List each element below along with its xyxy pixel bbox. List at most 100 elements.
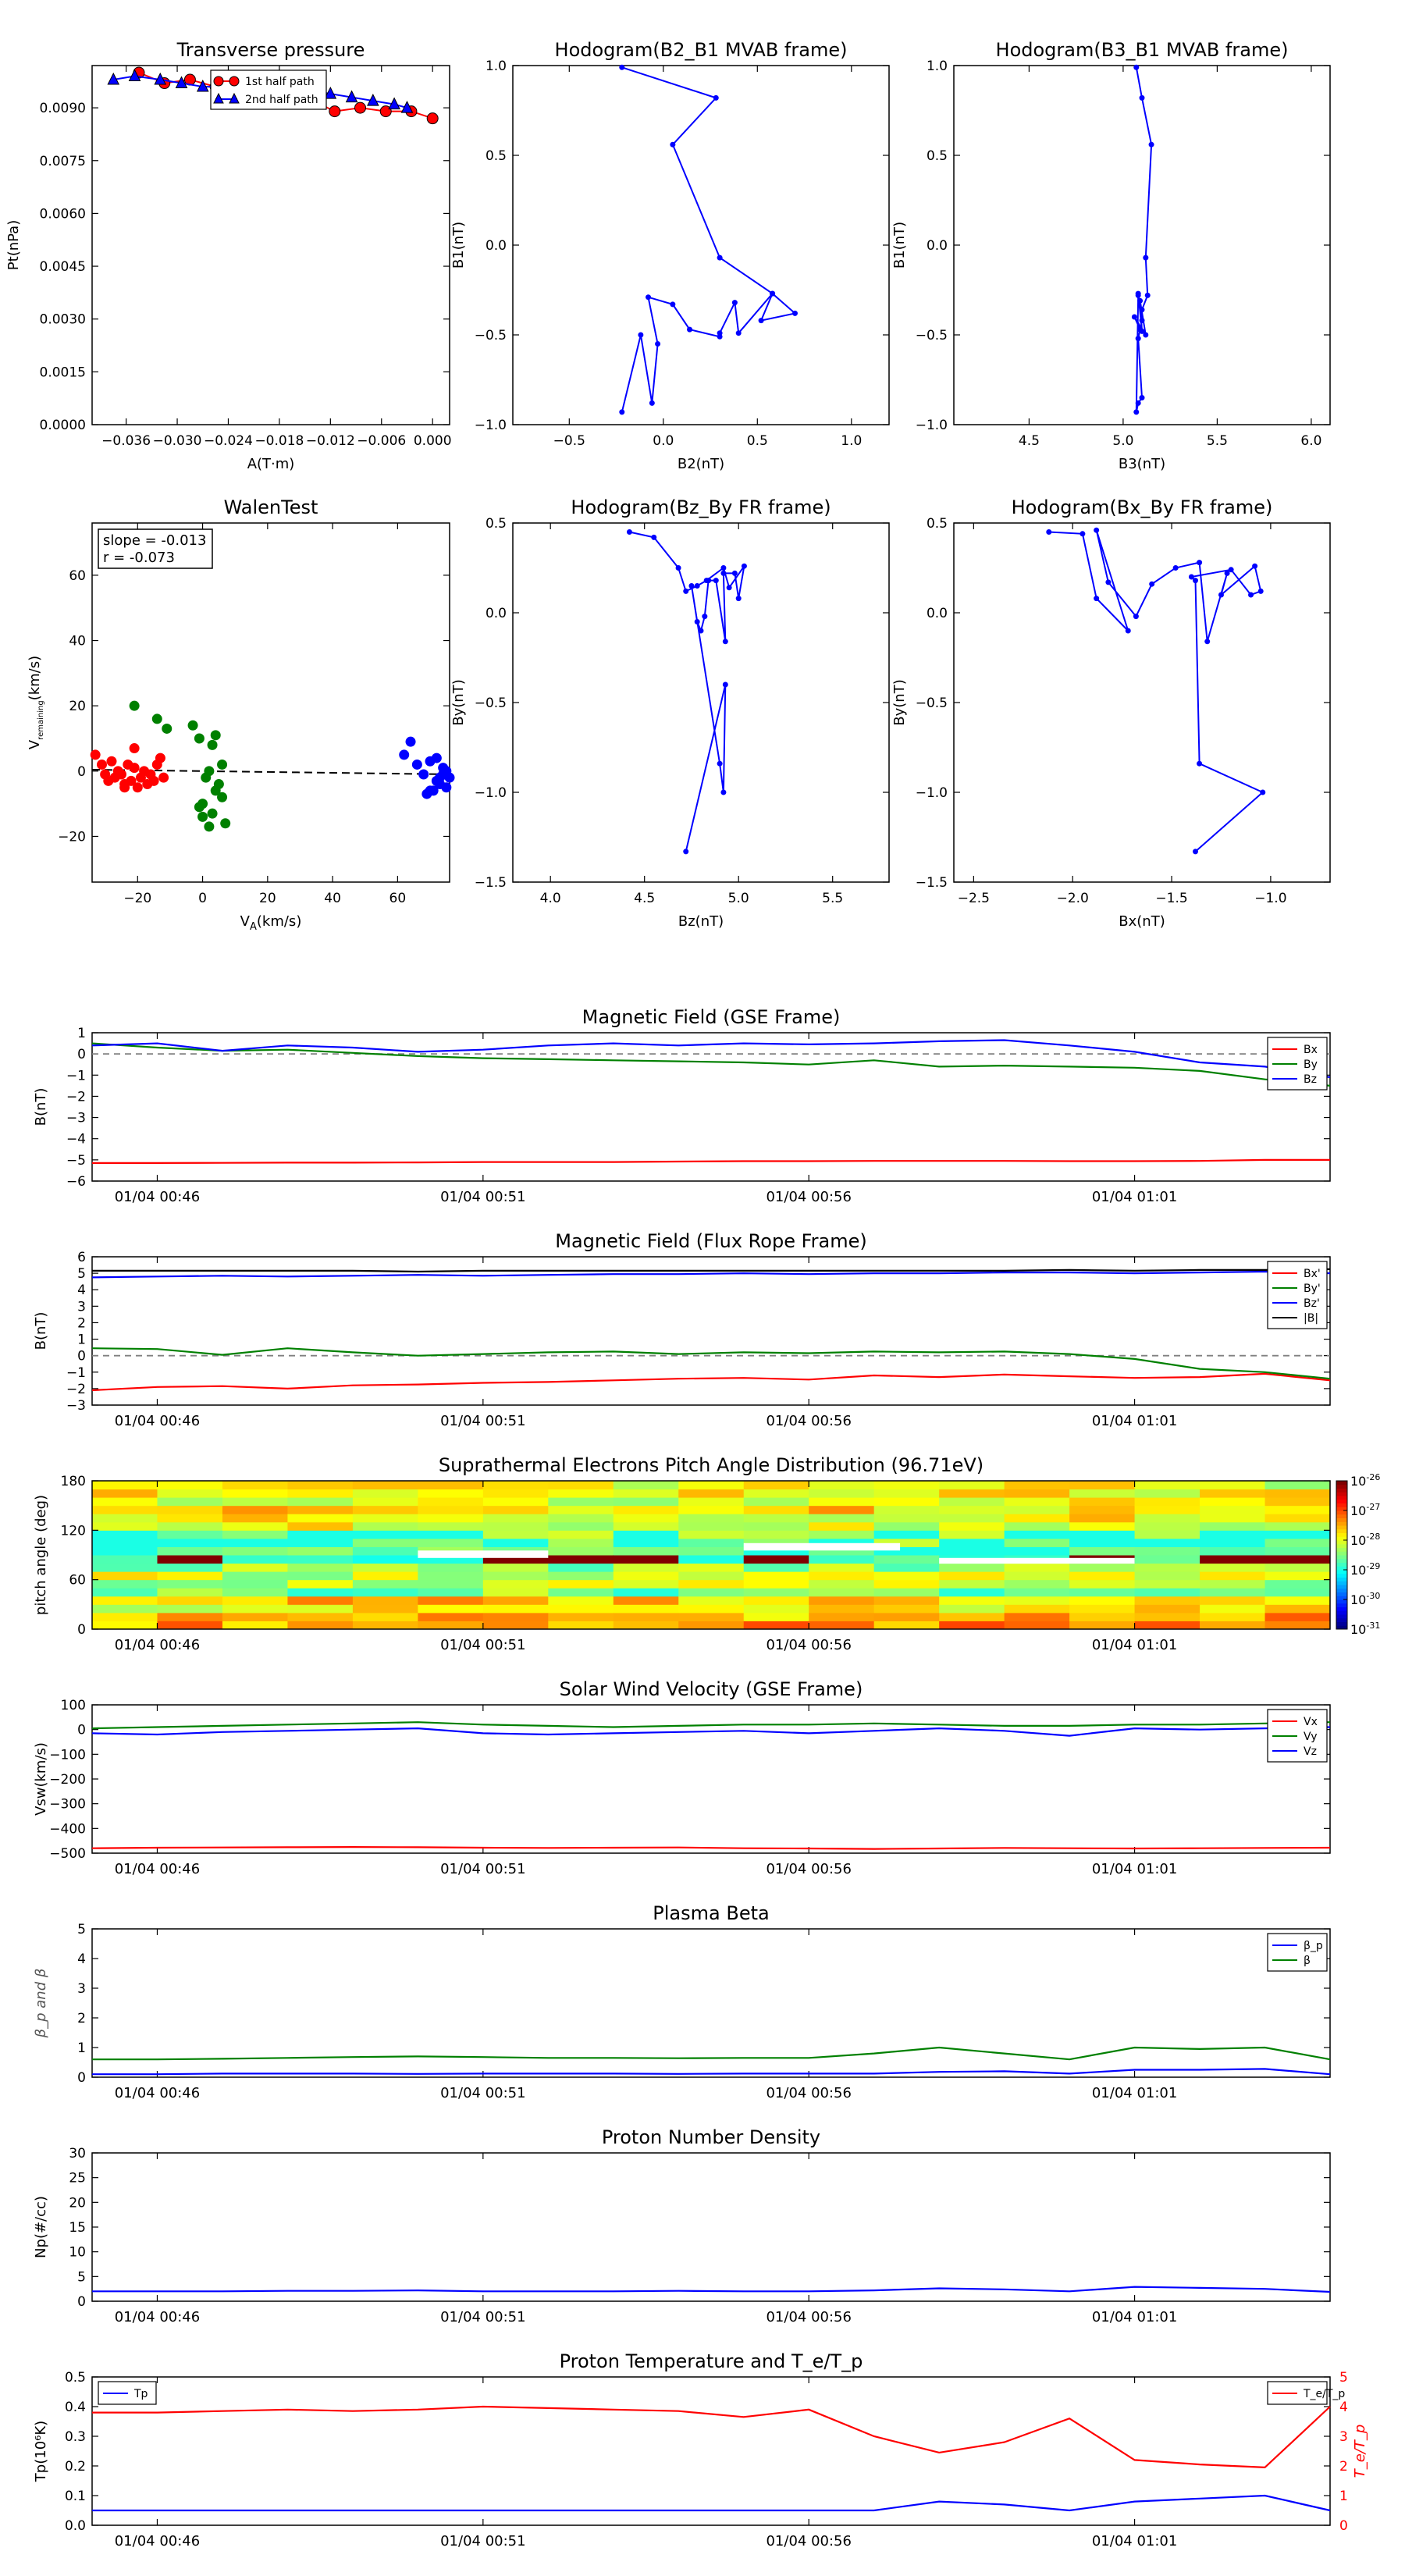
x-tick-label: 01/04 00:46 (115, 2309, 200, 2325)
y-tick-label: −0.5 (475, 696, 507, 711)
colorbar-segment (1336, 1514, 1347, 1518)
data-point (713, 94, 719, 101)
colorbar-segment (1336, 1562, 1347, 1567)
heatmap-cell (1069, 1530, 1136, 1539)
heatmap-cell (1069, 1497, 1136, 1507)
data-point (204, 766, 215, 777)
heatmap-cell (678, 1563, 745, 1572)
heatmap-cell (157, 1604, 223, 1614)
plot-frame (91, 2152, 1331, 2302)
heatmap-cell (1200, 1621, 1266, 1630)
x-tick-label: 01/04 00:56 (766, 1189, 851, 1205)
hodogram-path (621, 66, 797, 413)
y-tick-label: 0.0075 (40, 154, 86, 169)
heatmap-cell (1264, 1489, 1331, 1498)
y-tick-label: −400 (49, 1821, 86, 1837)
heatmap-cell (1134, 1481, 1200, 1490)
r-annotation: r = -0.073 (103, 550, 175, 566)
heatmap-cell (222, 1596, 288, 1605)
x-tick-label: −0.018 (254, 433, 304, 449)
y-tick-label: 6 (77, 1250, 86, 1265)
x-tick-label: 01/04 00:51 (440, 1413, 525, 1429)
y-tick-label: −0.5 (916, 328, 948, 343)
data-point (1139, 94, 1145, 101)
data-point (655, 341, 661, 347)
heatmap-cell (1004, 1612, 1070, 1621)
chart-title: Proton Number Density (602, 2126, 820, 2148)
heatmap-cell (222, 1514, 288, 1523)
heatmap-cell (548, 1530, 614, 1539)
heatmap-cell (1004, 1481, 1070, 1490)
heatmap-cell (1134, 1530, 1200, 1539)
x-axis-label: B2(nT) (678, 456, 724, 472)
heatmap-cell (1200, 1546, 1266, 1556)
y-tick-label: 1.0 (927, 59, 948, 74)
data-point (726, 585, 732, 591)
y-axis-label: β_p and β (33, 1969, 49, 2039)
heatmap-cell (939, 1579, 1005, 1589)
heatmap-cell (352, 1555, 418, 1564)
heatmap-cell (222, 1612, 288, 1621)
heatmap-cell (482, 1612, 549, 1621)
x-tick-label: 01/04 00:51 (440, 1861, 525, 1877)
heatmap-cell (613, 1571, 679, 1581)
x-tick-label: 01/04 00:51 (440, 1637, 525, 1653)
data-point (129, 743, 140, 754)
data-point (670, 141, 676, 148)
heatmap-cell (92, 1596, 158, 1605)
y-tick-label: 100 (61, 1698, 86, 1713)
heatmap-cell (482, 1514, 549, 1523)
x-tick-label: 1.0 (841, 433, 862, 449)
timeseries-ts5: Proton Number Density 01/04 00:46 01/04 00… (33, 2126, 1331, 2325)
data-point (210, 730, 221, 741)
heatmap-cell (939, 1546, 1005, 1556)
y-tick-label: −1.5 (916, 875, 948, 891)
y-axis-label: Vsw(km/s) (33, 1742, 49, 1816)
series-line (92, 1158, 1330, 1165)
plot-frame (953, 522, 1331, 883)
heatmap-cell (352, 1588, 418, 1597)
heatmap-cell (287, 1521, 354, 1531)
plot-frame (91, 1480, 1331, 1630)
heatmap-cell (613, 1563, 679, 1572)
data-point (717, 760, 723, 767)
heatmap-cell (939, 1514, 1005, 1523)
x-tick-label: 01/04 01:01 (1092, 1637, 1177, 1653)
chart-title: Hodogram(B3_B1 MVAB frame) (996, 39, 1289, 61)
y-axis-label: B1(nT) (450, 222, 467, 269)
heatmap-cell (352, 1612, 418, 1621)
heatmap-cell (613, 1538, 679, 1547)
data-point (151, 713, 162, 724)
heatmap-cell (287, 1489, 354, 1498)
y-tick-label: −1.0 (475, 418, 507, 433)
data-point (324, 86, 337, 99)
heatmap-cell (352, 1604, 418, 1614)
heatmap-cell (352, 1571, 418, 1581)
heatmap-cell (1004, 1489, 1070, 1498)
data-point (354, 101, 366, 114)
legend-swatch (229, 92, 240, 104)
data-point (1224, 570, 1230, 576)
heatmap-cell (873, 1546, 940, 1556)
timeseries-ts6: Proton Temperature and T_e/T_p 01/04 00:4… (33, 2350, 1368, 2549)
chart-title: Solar Wind Velocity (GSE Frame) (560, 1678, 863, 1700)
chart-title: Suprathermal Electrons Pitch Angle Distr… (439, 1454, 984, 1476)
x-tick-label: 0 (198, 891, 207, 906)
heatmap-cell (548, 1596, 614, 1605)
heatmap-cell (1264, 1514, 1331, 1523)
heatmap-cell (418, 1521, 484, 1531)
heatmap-cell (418, 1505, 484, 1514)
x-tick-label: −0.5 (553, 433, 585, 449)
y-axis-label: Tp(10⁶K) (33, 2421, 49, 2482)
heatmap-cell (92, 1555, 158, 1564)
heatmap-gap (743, 1542, 901, 1551)
heatmap-cell (1004, 1596, 1070, 1605)
series-line (91, 1042, 1331, 1087)
heatmap-cell (157, 1489, 223, 1498)
y-tick-label: 0 (77, 2070, 86, 2086)
heatmap-cell (1004, 1505, 1070, 1514)
x-tick-label: 5.5 (1207, 433, 1228, 449)
heatmap-cell (1069, 1563, 1136, 1572)
data-point (720, 570, 727, 576)
data-point (162, 723, 173, 734)
